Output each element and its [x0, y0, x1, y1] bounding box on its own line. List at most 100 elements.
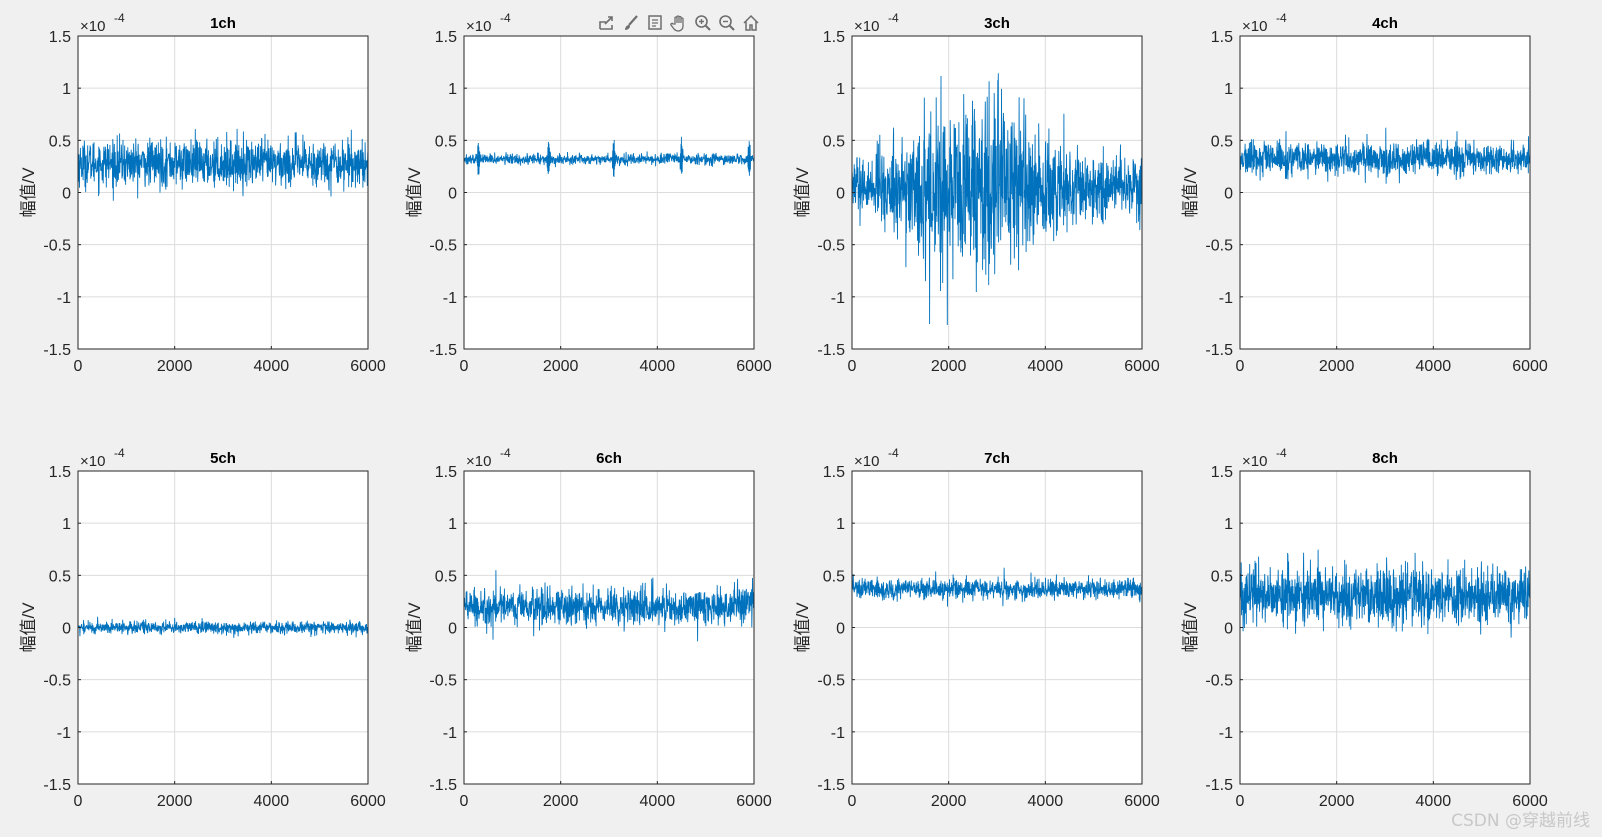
exponent-power: -4 — [1276, 446, 1287, 460]
home-button[interactable] — [740, 11, 762, 35]
y-axis-label: 幅值/V — [793, 167, 812, 218]
export-button[interactable] — [596, 11, 618, 35]
subplot-title: 5ch — [210, 450, 236, 467]
exponent-power: -4 — [114, 446, 125, 460]
exponent-label: ×10 — [854, 18, 879, 35]
y-tick-label: 1 — [1224, 81, 1233, 98]
y-tick-label: 1.5 — [1211, 29, 1233, 46]
y-tick-label: 0.5 — [1211, 133, 1233, 150]
y-axis-label: 幅值/V — [1181, 602, 1200, 653]
y-axis-label: 幅值/V — [19, 167, 38, 218]
y-axis-label: 幅值/V — [793, 602, 812, 653]
y-tick-label: 0 — [1224, 621, 1233, 638]
y-tick-label: 0 — [448, 621, 457, 638]
x-tick-label: 2000 — [543, 793, 579, 810]
exponent-label: ×10 — [1242, 18, 1267, 35]
x-tick-label: 4000 — [254, 358, 290, 375]
y-tick-label: 1 — [62, 81, 71, 98]
subplot-5: 0 2000 4000 6000 -1.5 -1 -0.5 0 0.5 1 1.5 ×10 -4 5ch 幅… — [19, 446, 386, 810]
exponent-label: ×10 — [1242, 453, 1267, 470]
axes-toolbar — [596, 10, 762, 36]
zoom-in-button[interactable] — [692, 11, 714, 35]
subplot-6: 0 2000 4000 6000 -1.5 -1 -0.5 0 0.5 1 1.5 ×10 -4 6ch 幅… — [405, 446, 772, 810]
y-tick-label: -0.5 — [1205, 673, 1233, 690]
exponent-power: -4 — [500, 11, 511, 25]
x-tick-label: 4000 — [1416, 358, 1452, 375]
home-icon — [743, 14, 759, 31]
x-tick-label: 2000 — [543, 358, 579, 375]
watermark: CSDN @穿越前线 — [1451, 811, 1590, 831]
subplot-2: 0 2000 4000 6000 -1.5 -1 -0.5 0 0.5 1 1.5 ×10 -4 幅值/V — [405, 11, 772, 375]
y-tick-label: 0 — [62, 186, 71, 203]
y-tick-label: -1 — [1219, 725, 1233, 742]
y-tick-label: -1.5 — [817, 777, 845, 794]
zoom-out-icon — [719, 15, 735, 31]
y-tick-label: 0.5 — [435, 133, 457, 150]
y-tick-label: 1 — [1224, 516, 1233, 533]
x-tick-label: 0 — [460, 793, 469, 810]
y-tick-label: -0.5 — [817, 673, 845, 690]
x-tick-label: 4000 — [640, 793, 676, 810]
y-tick-label: -1.5 — [429, 777, 457, 794]
x-tick-label: 6000 — [1512, 358, 1548, 375]
y-tick-label: -1.5 — [1205, 777, 1233, 794]
y-tick-label: -1 — [831, 725, 845, 742]
series-line — [851, 567, 1143, 607]
y-tick-label: -1 — [57, 725, 71, 742]
brush-button[interactable] — [620, 11, 642, 35]
y-tick-label: -0.5 — [43, 238, 71, 255]
subplot-title: 8ch — [1372, 450, 1398, 467]
series-line — [1239, 549, 1531, 638]
subplot-1: 0 2000 4000 6000 -1.5 -1 -0.5 0 0.5 1 1.5 ×10 -4 1ch 幅… — [19, 11, 386, 375]
y-tick-label: 1.5 — [1211, 464, 1233, 481]
x-tick-label: 0 — [848, 793, 857, 810]
y-axis-label: 幅值/V — [1181, 167, 1200, 218]
x-tick-label: 2000 — [1319, 358, 1355, 375]
y-tick-label: 1 — [62, 516, 71, 533]
y-tick-label: 1.5 — [49, 29, 71, 46]
x-tick-label: 4000 — [254, 793, 290, 810]
exponent-power: -4 — [114, 11, 125, 25]
y-tick-label: 1 — [448, 81, 457, 98]
pan-button[interactable] — [668, 11, 690, 35]
x-tick-label: 0 — [1236, 358, 1245, 375]
y-tick-label: 0 — [62, 621, 71, 638]
y-tick-label: -1 — [443, 725, 457, 742]
x-tick-label: 2000 — [1319, 793, 1355, 810]
x-tick-label: 6000 — [1512, 793, 1548, 810]
y-tick-label: 0 — [448, 186, 457, 203]
y-tick-label: -0.5 — [1205, 238, 1233, 255]
exponent-label: ×10 — [854, 453, 879, 470]
x-tick-label: 2000 — [157, 358, 193, 375]
subplot-title: 7ch — [984, 450, 1010, 467]
x-tick-label: 2000 — [931, 793, 967, 810]
datatip-button[interactable] — [644, 11, 666, 35]
y-tick-label: -1 — [443, 290, 457, 307]
y-axis-label: 幅值/V — [405, 167, 424, 218]
x-tick-label: 6000 — [350, 793, 386, 810]
x-tick-label: 4000 — [1416, 793, 1452, 810]
y-tick-label: -0.5 — [43, 673, 71, 690]
x-tick-label: 0 — [1236, 793, 1245, 810]
y-tick-label: 0.5 — [823, 568, 845, 585]
subplot-title: 4ch — [1372, 15, 1398, 32]
exponent-label: ×10 — [466, 18, 491, 35]
subplot-7: 0 2000 4000 6000 -1.5 -1 -0.5 0 0.5 1 1.5 ×10 -4 7ch 幅… — [793, 446, 1160, 810]
y-tick-label: -0.5 — [817, 238, 845, 255]
y-axis-label: 幅值/V — [405, 602, 424, 653]
pan-icon — [670, 15, 684, 32]
zoom-out-button[interactable] — [716, 11, 738, 35]
x-tick-label: 0 — [848, 358, 857, 375]
x-tick-label: 4000 — [640, 358, 676, 375]
x-tick-label: 0 — [460, 358, 469, 375]
exponent-power: -4 — [500, 446, 511, 460]
exponent-label: ×10 — [80, 18, 105, 35]
y-tick-label: -1.5 — [817, 342, 845, 359]
y-tick-label: 0 — [1224, 186, 1233, 203]
export-icon — [599, 16, 613, 30]
y-tick-label: 1.5 — [823, 29, 845, 46]
subplot-title: 6ch — [596, 450, 622, 467]
x-tick-label: 6000 — [1124, 358, 1160, 375]
